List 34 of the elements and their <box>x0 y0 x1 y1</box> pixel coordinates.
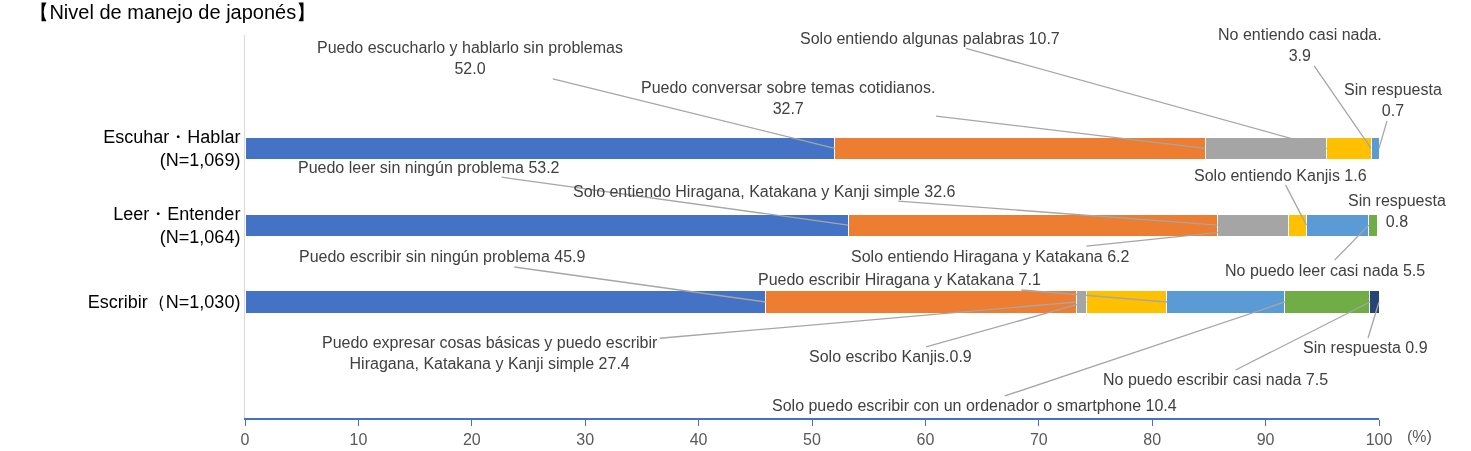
x-tick-label: 60 <box>916 430 935 448</box>
chart-title: 【Nivel de manejo de japonés】 <box>29 0 317 23</box>
annotation: Solo entiendo Hiragana y Katakana 6.2 <box>851 248 1130 265</box>
annotation: Puedo leer sin ningún problema 53.2 <box>298 159 560 176</box>
annotation: Sin respuesta 0.9 <box>1303 339 1428 356</box>
annotation: Puedo escucharlo y hablarlo sin problemas 52.0 <box>317 39 623 77</box>
x-tick-label: 80 <box>1143 430 1162 448</box>
y-tick-label: Escribir（N=1,030) <box>87 292 241 313</box>
y-tick-label: Leer・Entender (N=1,064) <box>113 203 241 248</box>
x-tick-label: 70 <box>1029 430 1048 448</box>
x-axis-title: (%) <box>1407 428 1432 445</box>
y-tick-label: Escuhar・Hablar (N=1,069) <box>103 126 241 171</box>
annotation: No puedo leer casi nada 5.5 <box>1225 262 1426 279</box>
x-tick-label: 20 <box>462 430 481 448</box>
annotation: Sin respuesta 0.8 <box>1348 192 1446 230</box>
x-tick-label: 90 <box>1256 430 1275 448</box>
annotation: Solo entiendo algunas palabras 10.7 <box>800 30 1060 47</box>
x-tick-label: 100 <box>1365 430 1393 448</box>
x-tick-label: 40 <box>689 430 708 448</box>
annotation: Puedo escribir Hiragana y Katakana 7.1 <box>758 271 1041 288</box>
annotation: Puedo conversar sobre temas cotidianos. 32.7 <box>641 79 936 117</box>
x-tick-label: 50 <box>803 430 821 448</box>
annotation: Solo escribo Kanjis.0.9 <box>809 348 972 365</box>
annotation: Solo puedo escribir con un ordenador o smartphone 10.4 <box>772 397 1177 414</box>
x-tick-label: 0 <box>240 430 250 448</box>
annotation: Solo entiendo Hiragana, Katakana y Kanji simple 32.6 <box>573 183 956 200</box>
x-tick-label: 30 <box>576 430 595 448</box>
annotation: Sin respuesta 0.7 <box>1344 81 1442 119</box>
annotation: Solo entiendo Kanjis 1.6 <box>1194 167 1367 184</box>
annotation: No entiendo casi nada. 3.9 <box>1218 26 1382 64</box>
annotation: Puedo expresar cosas básicas y puedo escribir Hiragana, Katakana y Kanji simple 27.4 <box>322 334 658 372</box>
annotation: No puedo escribir casi nada 7.5 <box>1103 371 1329 388</box>
x-tick-label: 10 <box>349 430 368 448</box>
annotation: Puedo escribir sin ningún problema 45.9 <box>299 248 586 265</box>
